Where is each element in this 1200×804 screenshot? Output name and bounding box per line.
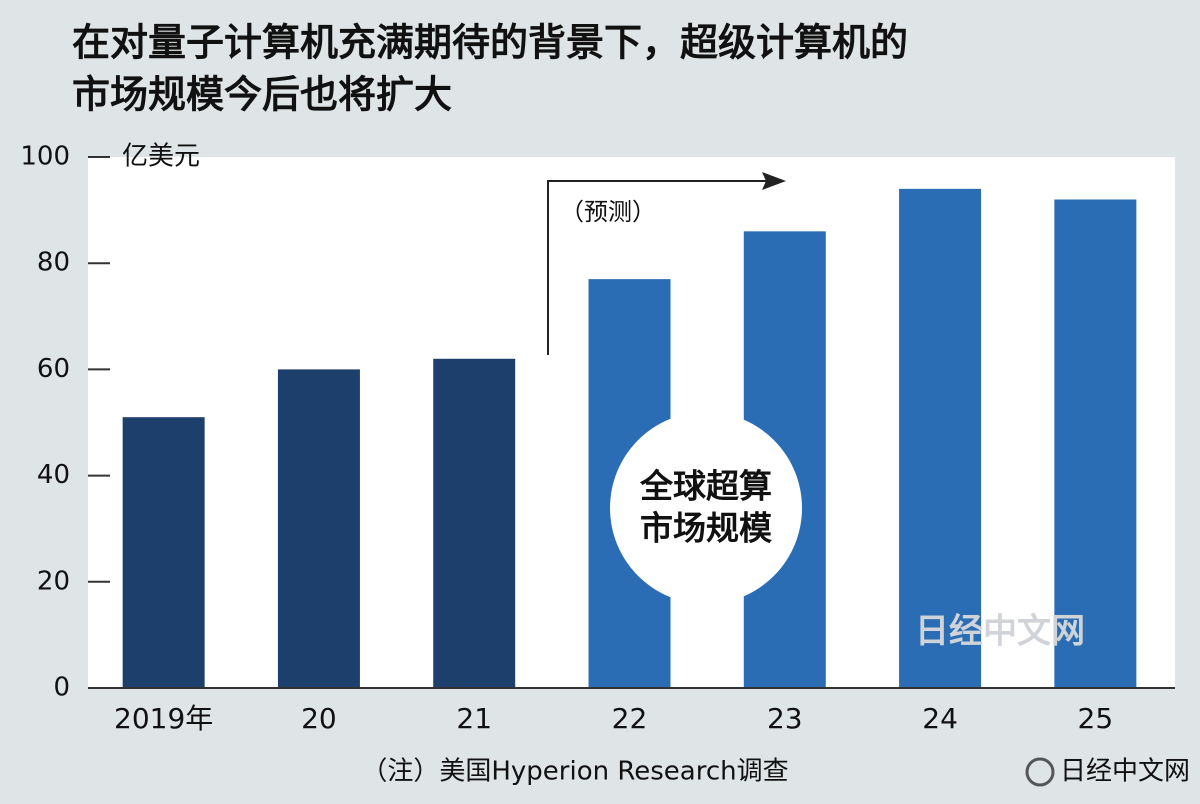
bar xyxy=(1054,199,1137,689)
x-tick-label: 25 xyxy=(1078,702,1114,735)
note: （注）美国Hyperion Research调查 xyxy=(361,757,788,787)
y-tick-label: 40 xyxy=(37,460,70,490)
bar xyxy=(122,417,205,688)
chart-title: 市场规模今后也将扩大 xyxy=(72,73,452,117)
bubble xyxy=(610,412,802,604)
bubble-label: 市场规模 xyxy=(640,509,773,548)
forecast-arrow xyxy=(547,180,772,355)
y-tick-label: 100 xyxy=(20,142,70,172)
y-tick-label: 20 xyxy=(37,566,70,596)
y-tick-label: 60 xyxy=(37,354,70,384)
arrow-head xyxy=(762,172,786,190)
x-tick-label: 24 xyxy=(922,702,958,735)
bar xyxy=(433,358,516,688)
bubble-label: 全球超算 xyxy=(639,467,772,506)
bar xyxy=(277,369,360,688)
chart-title: 在对量子计算机充满期待的背景下，超级计算机的 xyxy=(72,21,908,65)
x-tick-label: 20 xyxy=(301,702,337,735)
weibo-icon xyxy=(1025,757,1055,787)
x-tick-label: 21 xyxy=(456,702,492,735)
source-mark: 日经中文网 xyxy=(1060,757,1190,787)
x-tick-label: 22 xyxy=(612,702,648,735)
x-tick-label: 23 xyxy=(767,702,803,735)
y-tick-label: 0 xyxy=(53,673,70,703)
watermark: 日经中文网 xyxy=(915,612,1085,652)
forecast-label: （预测） xyxy=(560,198,656,226)
bar xyxy=(899,188,982,689)
y-unit: 亿美元 xyxy=(122,142,200,172)
y-tick-label: 80 xyxy=(37,248,70,278)
x-tick-label: 2019年 xyxy=(114,702,213,735)
